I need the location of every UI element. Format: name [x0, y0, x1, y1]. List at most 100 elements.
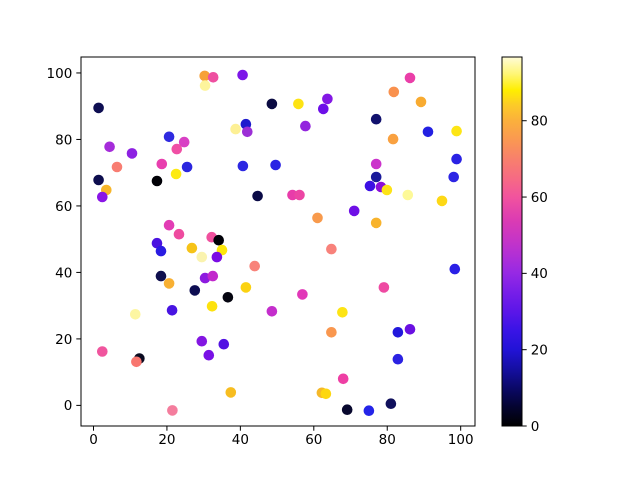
- scatter-point: [300, 120, 311, 132]
- scatter-point: [166, 305, 178, 316]
- scatter-point: [151, 175, 163, 187]
- scatter-point: [163, 131, 175, 143]
- scatter-point: [326, 327, 337, 338]
- y-tick-label: 0: [64, 398, 73, 414]
- y-tick-label: 60: [55, 199, 72, 215]
- x-tick-label: 0: [89, 432, 98, 448]
- scatter-point: [252, 190, 263, 202]
- scatter-point: [213, 234, 224, 246]
- scatter-point: [312, 212, 323, 224]
- scatter-point: [364, 180, 376, 192]
- scatter-point: [131, 356, 142, 368]
- scatter-point: [370, 158, 382, 170]
- scatter-point: [402, 189, 414, 201]
- scatter-point: [151, 237, 163, 249]
- x-tick-label: 20: [158, 432, 175, 448]
- scatter-point: [155, 270, 167, 282]
- scatter-point: [171, 143, 183, 155]
- scatter-point: [242, 126, 253, 138]
- colorbar: [501, 56, 523, 427]
- scatter-point: [203, 349, 215, 361]
- scatter-point: [225, 387, 237, 398]
- scatter-point: [378, 282, 390, 293]
- scatter-point: [266, 98, 278, 110]
- colorbar-tick-label: 0: [531, 419, 540, 435]
- scatter-point: [156, 158, 168, 170]
- scatter-point: [222, 292, 234, 303]
- scatter-point: [196, 251, 208, 263]
- scatter-point: [199, 70, 210, 82]
- scatter-point: [387, 133, 399, 145]
- scatter-point: [404, 72, 416, 84]
- scatter-point: [337, 307, 348, 318]
- scatter-point: [93, 102, 104, 114]
- scatter-point: [163, 278, 175, 289]
- y-tick-label: 40: [55, 265, 72, 281]
- scatter-point: [297, 289, 308, 300]
- scatter-point: [97, 346, 108, 357]
- scatter-point: [211, 251, 223, 263]
- scatter-point: [186, 242, 198, 254]
- scatter-point: [130, 309, 141, 320]
- scatter-point: [189, 285, 201, 296]
- colorbar-tick-label: 80: [531, 114, 548, 130]
- scatter-point: [237, 160, 249, 172]
- scatter-point: [270, 159, 281, 171]
- scatter-point: [111, 161, 123, 173]
- colorbar-tick-label: 20: [531, 343, 548, 359]
- x-tick-label: 100: [448, 432, 474, 448]
- scatter-point: [237, 69, 248, 81]
- scatter-points: [93, 69, 462, 417]
- y-tick-label: 80: [55, 132, 72, 148]
- scatter-point: [385, 398, 397, 410]
- scatter-point: [240, 282, 252, 293]
- scatter-point: [448, 171, 460, 183]
- scatter-point: [167, 405, 178, 416]
- scatter-point: [337, 373, 349, 385]
- scatter-point: [451, 153, 462, 165]
- scatter-point: [163, 219, 175, 231]
- scatter-point: [388, 86, 400, 98]
- plot-area: [81, 57, 475, 426]
- scatter-point: [293, 98, 304, 110]
- x-tick-label: 80: [379, 432, 396, 448]
- scatter-point: [341, 404, 353, 416]
- scatter-point: [326, 243, 337, 255]
- scatter-point: [320, 388, 332, 400]
- scatter-point: [249, 260, 260, 272]
- y-tick-label: 100: [47, 66, 73, 82]
- scatter-point: [370, 217, 382, 229]
- scatter-point: [155, 245, 167, 257]
- scatter-point: [294, 189, 305, 201]
- colorbar-tick-label: 40: [531, 266, 548, 282]
- scatter-point: [196, 335, 208, 347]
- y-tick-label: 20: [55, 332, 72, 348]
- scatter-point: [126, 148, 138, 159]
- scatter-point: [451, 125, 462, 137]
- scatter-point: [206, 301, 218, 312]
- scatter-point: [97, 191, 108, 203]
- scatter-point: [381, 184, 393, 196]
- scatter-point: [370, 171, 382, 183]
- scatter-point: [218, 338, 230, 350]
- scatter-point: [422, 126, 434, 138]
- colorbar-tick-label: 60: [531, 190, 548, 206]
- scatter-point: [415, 96, 427, 108]
- scatter-point: [181, 161, 193, 173]
- scatter-point: [404, 324, 416, 335]
- scatter-point: [322, 93, 333, 105]
- scatter-point: [348, 205, 360, 217]
- scatter-point: [370, 113, 382, 125]
- x-tick-label: 60: [305, 432, 322, 448]
- scatter-point: [449, 263, 461, 275]
- scatter-point: [104, 141, 115, 153]
- scatter-point: [207, 72, 219, 83]
- scatter-point: [178, 136, 190, 148]
- scatter-point: [436, 195, 448, 207]
- x-tick-label: 40: [232, 432, 249, 448]
- scatter-point: [363, 405, 375, 417]
- scatter-point: [207, 270, 219, 282]
- scatter-point: [93, 174, 104, 186]
